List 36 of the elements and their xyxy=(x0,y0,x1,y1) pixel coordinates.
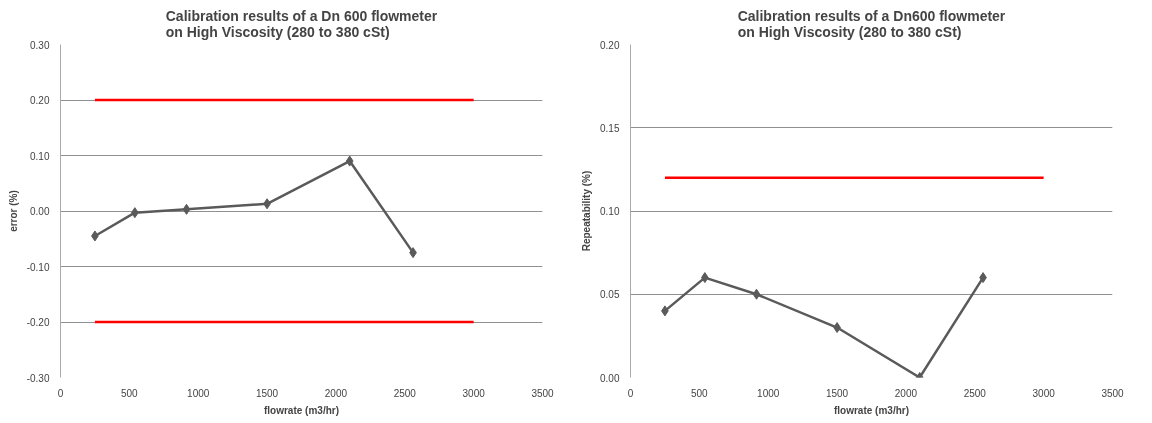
x-tick-label: 1500 xyxy=(825,387,849,399)
point xyxy=(345,155,354,167)
y-axis-title: error (%) xyxy=(7,190,19,232)
y-tick-label: 0.10 xyxy=(30,150,50,162)
y-tick-label: 0.05 xyxy=(600,289,620,301)
point xyxy=(182,203,191,215)
x-axis-title: flowrate (m3/hr) xyxy=(834,404,910,416)
x-tick-label: 0 xyxy=(57,387,64,399)
y-tick-label: 0.00 xyxy=(30,206,50,217)
y-tick-label: 0.15 xyxy=(600,122,620,134)
x-tick-label: 1500 xyxy=(255,387,279,399)
y-tick-label: -0.20 xyxy=(26,317,50,328)
x-tick-label: 500 xyxy=(121,387,139,399)
chart-title: Calibration results of a Dn 600 flowmeter on High Viscosity (280 to 380 cSt) xyxy=(165,7,438,40)
x-tick-label: 2500 xyxy=(963,387,987,399)
x-tick-label: 1000 xyxy=(187,387,210,399)
x-tick-label: 3000 xyxy=(1032,387,1056,399)
x-tick-label: 2000 xyxy=(324,387,348,399)
y-tick-label: -0.30 xyxy=(26,372,50,384)
y-tick-label: 0.10 xyxy=(600,206,620,217)
x-tick-label: 500 xyxy=(691,387,709,399)
y-axis-title: Repeatability (%) xyxy=(581,170,593,252)
x-tick-label: 0 xyxy=(627,387,634,399)
x-tick-label: 2000 xyxy=(894,387,918,399)
y-tick-label: -0.10 xyxy=(26,261,50,273)
chart-title: Calibration results of a Dn600 flowmeter on High Viscosity (280 to 380 cSt) xyxy=(737,7,1006,40)
x-axis-title: flowrate (m3/hr) xyxy=(264,404,340,416)
y-tick-label: 0.20 xyxy=(30,95,50,106)
y-tick-label: 0.00 xyxy=(600,372,620,384)
x-tick-label: 3500 xyxy=(1101,387,1125,399)
x-tick-label: 3500 xyxy=(531,387,555,399)
x-tick-label: 2500 xyxy=(393,387,417,399)
x-tick-label: 1000 xyxy=(757,387,780,399)
y-tick-label: 0.30 xyxy=(30,39,50,51)
y-tick-label: 0.20 xyxy=(600,39,620,51)
x-tick-label: 3000 xyxy=(462,387,486,399)
